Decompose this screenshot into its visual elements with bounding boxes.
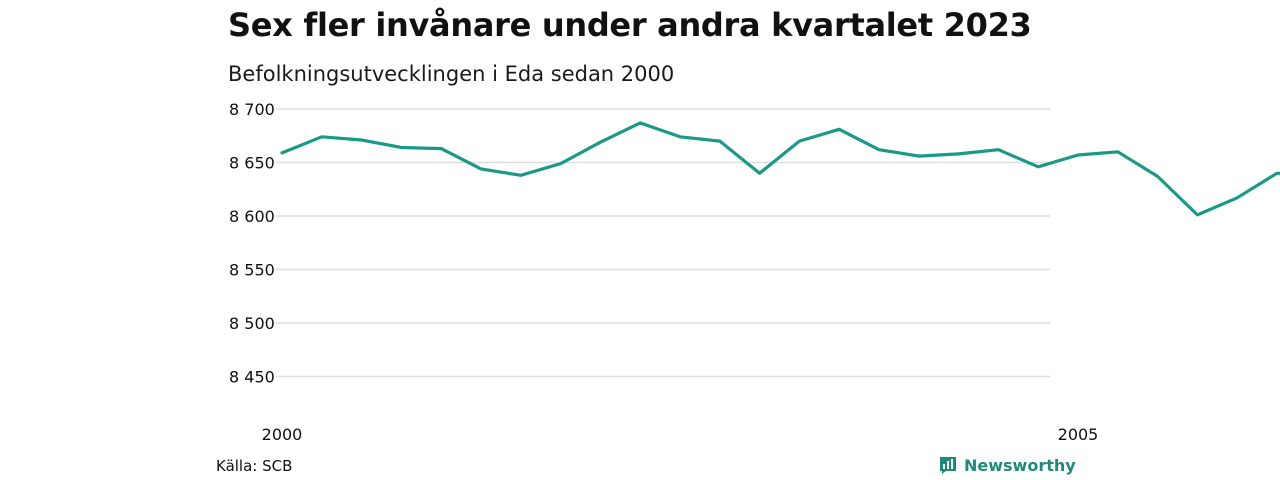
source-note: Källa: SCB <box>216 457 293 475</box>
series-layer <box>280 121 1280 217</box>
y-tick-label: 8 600 <box>229 207 275 226</box>
x-axis-ticks: 20002005201020152020 <box>262 425 1099 444</box>
newsworthy-logo-icon <box>940 457 956 474</box>
x-tick-label: 2000 <box>262 425 303 444</box>
brand-name: Newsworthy <box>964 455 1076 475</box>
y-tick-label: 8 700 <box>229 100 275 119</box>
y-axis-ticks: 8 450 8 500 8 550 8 600 8 650 8 700 <box>229 100 275 387</box>
y-tick-label: 8 500 <box>229 314 275 333</box>
chart-subtitle: Befolkningsutvecklingen i Eda sedan 2000 <box>228 62 675 86</box>
gridlines <box>276 108 1050 378</box>
y-tick-label: 8 450 <box>229 368 275 387</box>
series-line <box>280 121 1280 217</box>
y-tick-label: 8 650 <box>229 154 275 173</box>
x-tick-label: 2005 <box>1058 425 1099 444</box>
y-tick-label: 8 550 <box>229 261 275 280</box>
chart-title: Sex fler invånare under andra kvartalet … <box>228 6 1032 44</box>
brand-logo[interactable]: Newsworthy <box>938 455 1076 475</box>
